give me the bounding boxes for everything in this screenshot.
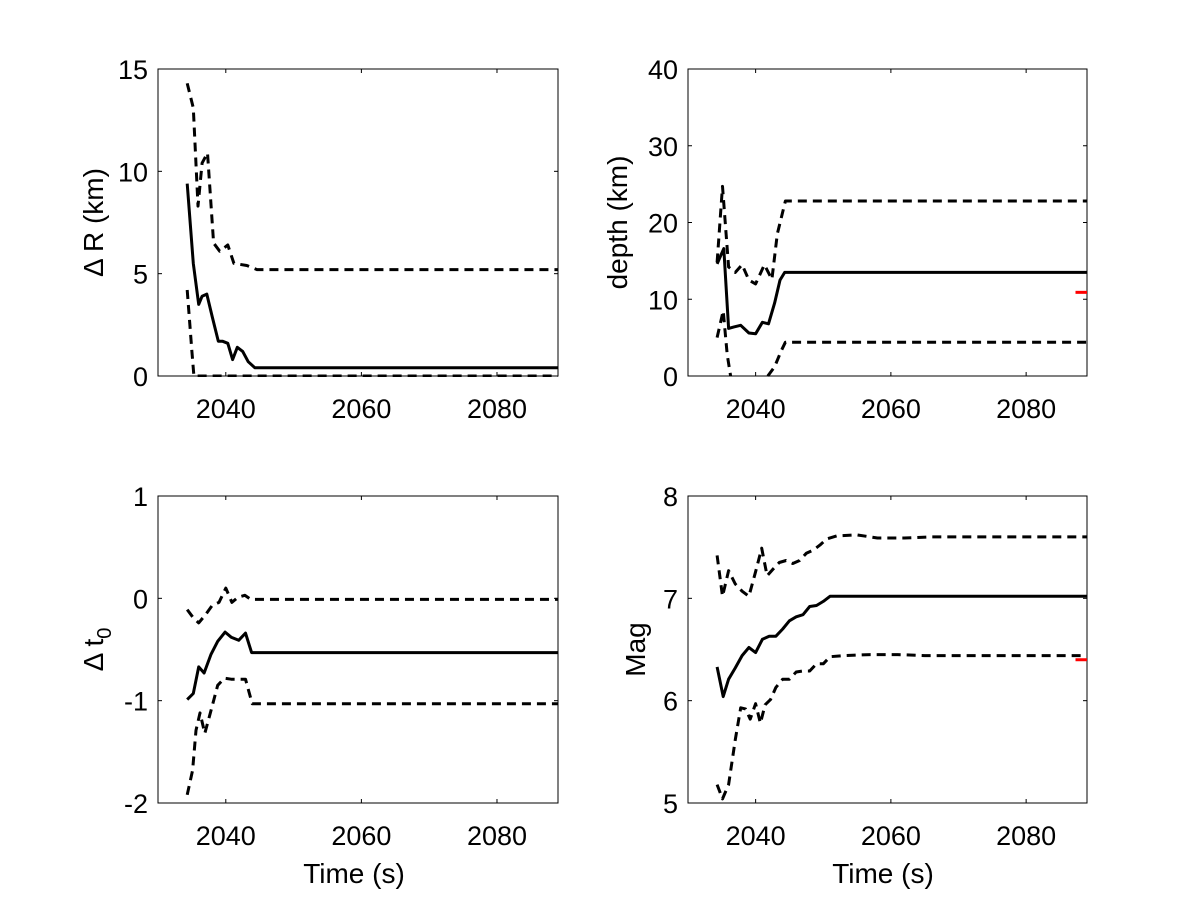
panel-delta-r-plot-area: 2040 2060 2080 0 5 10 15 [118,55,559,424]
panel-depth-ytick-label: 40 [648,55,678,85]
panel-mag-series-solid-0 [715,594,1087,699]
panel-delta-t0-xlabel: Time (s) [303,858,405,889]
panel-mag-ytick-label: 7 [663,584,678,614]
panel-delta-r-xtick-label: 2040 [196,394,256,424]
panel-delta-r: 2040 2060 2080 0 5 10 15 Δ R (km) [78,55,559,424]
panel-delta-r-axes-frame [157,68,559,377]
panel-mag-ylabel: Mag [620,622,651,676]
panel-mag-series-dashed-2 [715,653,1087,801]
panel-delta-r-ytick-label: 10 [118,157,148,187]
panel-delta-r-ylabel: Δ R (km) [78,168,109,277]
panel-depth-plot-area: 2040 2060 2080 0 10 20 30 40 [648,55,1088,424]
panel-delta-r-series-solid-0 [185,183,558,370]
panel-delta-t0-plot-area: 2040 2060 2080 -2 -1 0 1 [124,482,559,851]
panel-depth-ytick-label: 20 [648,209,678,239]
panel-mag-ytick-label: 8 [663,482,678,512]
panel-delta-t0-xtick-label: 2080 [467,821,527,851]
panel-depth-xtick-label: 2040 [726,394,786,424]
panel-delta-t0-series-dashed-2 [185,676,558,796]
panel-delta-t0: 2040 2060 2080-2-101 Δ t0 Time (s) [78,482,559,889]
panel-delta-t0-ylabel-main: Δ t [78,638,109,671]
panel-depth-series-solid-0 [715,247,1087,336]
panel-depth-xtick-label: 2080 [996,394,1056,424]
panel-depth-ytick-label: 30 [648,132,678,162]
panel-depth-series-dashed-2 [715,309,733,377]
panel-mag-series-dashed-1 [715,533,1087,598]
panel-depth-ytick-label: 0 [663,362,678,392]
panel-depth: 2040 2060 2080 0 10 20 30 40 depth (km) [602,55,1088,424]
panel-delta-t0-series-dashed-1 [185,586,558,625]
panel-mag-xlabel: Time (s) [832,858,934,889]
panel-mag-ytick-label: 6 [663,687,678,717]
panel-delta-r-ytick-label: 5 [133,260,148,290]
panel-delta-t0-series-solid-0 [186,630,558,701]
panel-mag-xtick-label: 2040 [726,821,786,851]
panel-delta-r-ytick-label: 15 [118,55,148,85]
panel-delta-r-series-dashed-1 [185,82,558,272]
panel-delta-r-series-dashed-2 [185,289,558,377]
panel-mag-ytick-label: 5 [663,789,678,819]
panel-mag-xtick-label: 2080 [996,821,1056,851]
panel-delta-t0-xtick-label: 2060 [331,821,391,851]
panel-delta-r-xtick-label: 2080 [467,394,527,424]
panel-mag-xtick-label: 2060 [861,821,921,851]
panel-delta-t0-ytick-label: -2 [124,789,148,819]
panel-delta-t0-ylabel: Δ t0 [78,628,116,672]
panel-delta-t0-ytick-label: -1 [124,687,148,717]
panel-delta-r-ytick-label: 0 [133,362,148,392]
panel-delta-t0-xtick-label: 2040 [196,821,256,851]
panel-delta-t0-ylabel-subscript: 0 [94,628,116,639]
panel-delta-r-xtick-label: 2060 [331,394,391,424]
panel-depth-ylabel: depth (km) [602,156,633,290]
panel-depth-xtick-label: 2060 [861,394,921,424]
panel-delta-t0-ytick-label: 0 [133,584,148,614]
panel-delta-t0-ytick-label: 1 [133,482,148,512]
panel-mag-axes-frame [687,495,1088,804]
panel-depth-series-dashed-3 [766,340,1087,377]
panel-depth-series-dashed-1 [715,184,1087,286]
panel-depth-ytick-label: 10 [648,285,678,315]
panel-mag-plot-area: 2040 2060 2080 5 6 7 8 [663,482,1088,851]
panel-mag: 2040 2060 2080 5 6 7 8 Mag Time (s) [620,482,1088,889]
panel-delta-t0-axes-frame [157,495,559,804]
